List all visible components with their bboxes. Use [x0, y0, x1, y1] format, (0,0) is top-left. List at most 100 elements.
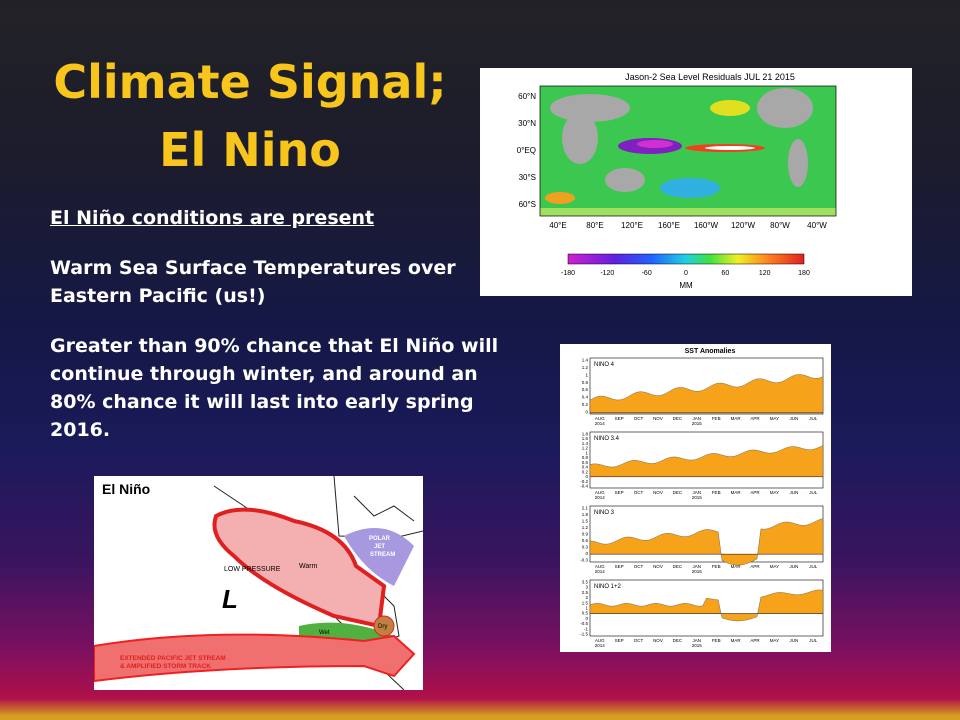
y-tick-label: 0 [585, 551, 588, 556]
y-tick-label: 2.5 [582, 590, 589, 595]
month-label: JAN [693, 490, 702, 495]
month-label: SEP [615, 490, 624, 495]
year-label: 2014 [595, 569, 606, 574]
month-label: MAY [770, 564, 779, 569]
year-label: 2015 [692, 569, 703, 574]
month-label: JUN [790, 638, 799, 643]
y-tick-label: 1.2 [582, 446, 589, 451]
colorbar-tick: -120 [600, 270, 614, 277]
y-tick-label: -1.5 [580, 632, 588, 637]
month-label: APR [750, 490, 760, 495]
y-tick-label: 0.6 [582, 387, 589, 392]
month-label: APR [750, 638, 760, 643]
map-label: STREAM [370, 552, 395, 558]
month-label: DEC [673, 638, 683, 643]
dry-area [373, 615, 395, 637]
el-nino-figure: El Niño LOW PRESSURE L Warm POLAR JET ST… [94, 476, 423, 690]
month-label: SEP [615, 564, 624, 569]
y-tick-label: 1.2 [582, 365, 589, 370]
year-label: 2014 [595, 643, 606, 648]
panel-label: NINO 1+2 [594, 584, 622, 590]
month-label: JAN [693, 564, 702, 569]
map-label: Wet [319, 630, 330, 636]
lon-label: 80°W [770, 221, 790, 230]
y-tick-label: 1.2 [582, 525, 589, 530]
colorbar-tick: 60 [721, 270, 729, 277]
colorbar-tick: 180 [798, 270, 810, 277]
y-tick-label: 0.9 [582, 532, 589, 537]
year-label: 2015 [692, 495, 703, 500]
colorbar-tick: 120 [759, 270, 771, 277]
figure-title: SST Anomalies [685, 348, 736, 355]
y-tick-label: 2 [585, 595, 588, 600]
y-tick-label: 1.5 [582, 519, 589, 524]
month-label: JUL [809, 490, 817, 495]
map-label: JET [374, 544, 385, 550]
pacific-jet [94, 633, 416, 683]
y-tick-label: 1.8 [582, 512, 589, 517]
map-label: Dry [378, 624, 387, 630]
colorbar-unit: MM [679, 281, 693, 290]
y-tick-label: 1 [585, 450, 588, 455]
title-line: El Nino [159, 123, 341, 177]
month-label: OCT [634, 416, 644, 421]
y-tick-label: -0.2 [580, 479, 588, 484]
lat-label: 30°S [519, 173, 536, 182]
colorbar-tick: 0 [684, 270, 688, 277]
year-label: 2014 [595, 421, 606, 426]
y-tick-label: 1.6 [582, 436, 589, 441]
y-tick-label: 1 [585, 372, 588, 377]
month-label: OCT [634, 638, 644, 643]
month-label: FEB [712, 638, 721, 643]
lon-label: 80°E [586, 221, 603, 230]
month-label: JUL [809, 564, 817, 569]
bullet: Warm Sea Surface Temperatures over Easte… [50, 257, 456, 307]
month-label: MAR [731, 416, 742, 421]
map-label: & AMPLIFIED STORM TRACK [120, 663, 211, 670]
panel-label: NINO 3.4 [594, 436, 620, 442]
y-tick-label: -0.5 [580, 621, 588, 626]
month-label: DEC [673, 490, 683, 495]
month-label: JUN [790, 490, 799, 495]
month-label: MAR [731, 638, 742, 643]
month-label: DEC [673, 416, 683, 421]
y-tick-label: 1.4 [582, 358, 589, 363]
y-tick-label: -1 [584, 626, 588, 631]
month-label: AUG [595, 416, 605, 421]
y-tick-label: 1.8 [582, 432, 589, 437]
map-label: Warm [299, 563, 318, 570]
month-label: SEP [615, 416, 624, 421]
lon-label: 160°W [694, 221, 719, 230]
month-label: NOV [653, 638, 663, 643]
month-label: NOV [653, 490, 663, 495]
y-tick-label: 0.2 [582, 402, 589, 407]
colorbar-tick: -60 [642, 270, 652, 277]
month-label: JUL [809, 638, 817, 643]
lat-label: 0°EQ [517, 146, 536, 155]
month-label: MAR [731, 564, 742, 569]
y-tick-label: 0.6 [582, 538, 589, 543]
bullet-list: El Niño conditions are present Warm Sea … [50, 204, 500, 466]
map-label: LOW PRESSURE [224, 566, 281, 573]
y-tick-label: -0.4 [580, 484, 588, 489]
y-tick-label: 0.6 [582, 460, 589, 465]
lon-label: 160°E [658, 221, 680, 230]
y-tick-label: 0.4 [582, 395, 589, 400]
panel-label: NINO 3 [594, 510, 615, 516]
month-label: AUG [595, 638, 605, 643]
month-label: NOV [653, 416, 663, 421]
bullet: El Niño conditions are present [50, 207, 375, 229]
bullet: Greater than 90% chance that El Niño wil… [50, 335, 499, 441]
y-tick-label: 0.4 [582, 465, 589, 470]
month-label: FEB [712, 490, 721, 495]
y-tick-label: 0.2 [582, 469, 589, 474]
year-label: 2015 [692, 421, 703, 426]
y-tick-label: 3.5 [582, 580, 589, 585]
y-tick-label: 0.8 [582, 455, 589, 460]
y-tick-label: 0 [585, 616, 588, 621]
map-label: L [222, 584, 238, 614]
y-tick-label: 0.3 [582, 545, 589, 550]
y-tick-label: -0.3 [580, 558, 588, 563]
month-label: APR [750, 416, 760, 421]
month-label: AUG [595, 490, 605, 495]
